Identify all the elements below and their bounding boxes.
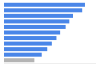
- bar: [4, 53, 42, 57]
- value-axis: [4, 63, 96, 64]
- bar: [4, 25, 66, 29]
- bar: [4, 14, 73, 18]
- bar: [4, 19, 69, 23]
- chart-svg: [0, 0, 100, 71]
- bar: [4, 31, 60, 35]
- chart: [0, 0, 100, 71]
- bar: [4, 42, 52, 46]
- bars: [4, 3, 85, 62]
- bar: [4, 8, 82, 12]
- bar: [4, 3, 85, 7]
- bar: [4, 47, 47, 51]
- bar: [4, 58, 34, 62]
- bar: [4, 36, 56, 40]
